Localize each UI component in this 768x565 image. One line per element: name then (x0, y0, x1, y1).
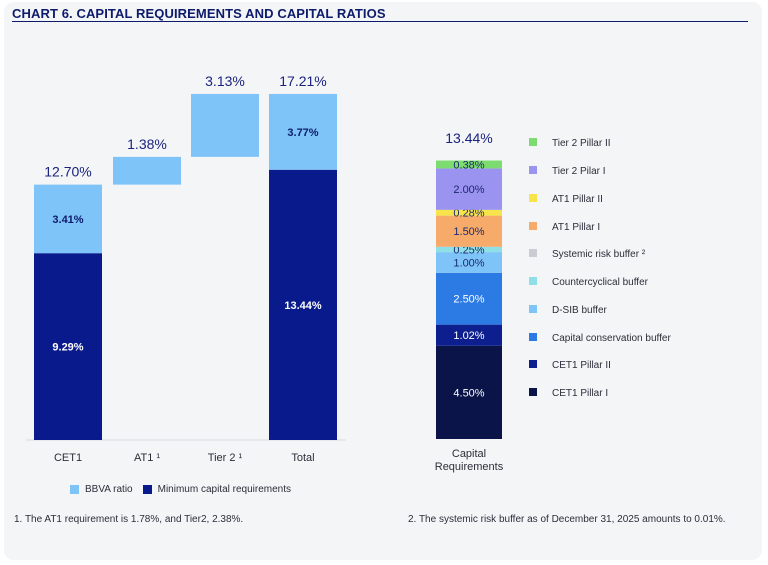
x-tick-capital-requirements-1: Capital (452, 448, 486, 460)
stack-segment-cet1-pillar-ii (436, 324, 502, 346)
stack-legend-label-at1-pillar-i: AT1 Pillar I (552, 222, 600, 233)
stack-label-cet1-pillar-i: 4.50% (453, 387, 484, 399)
stack-segment-cet1-pillar-i (436, 345, 502, 439)
stack-label-countercyclical-buffer: 0.25% (453, 245, 484, 257)
data-label-total-bbva_ratio: 3.77% (287, 127, 318, 139)
stack-legend-swatch-d-sib-buffer (529, 305, 537, 313)
x-tick-cet1: CET1 (54, 452, 82, 464)
legend-label-bbva-ratio: BBVA ratio (85, 484, 133, 495)
bar-cet1-bbva_ratio (34, 184, 102, 254)
stack-legend-swatch-tier-2-pilar-i (529, 166, 537, 174)
bar-total-minimum (269, 169, 337, 441)
stack-legend-swatch-tier-2-pillar-ii (529, 138, 537, 146)
bar-tier-2-bbva_ratio (191, 93, 259, 157)
stack-legend-label-tier-2-pilar-i: Tier 2 Pilar I (552, 166, 606, 177)
stack-label-tier-2-pilar-i: 2.00% (453, 184, 484, 196)
stack-segment-countercyclical-buffer (436, 246, 502, 253)
footnote-1: 1. The AT1 requirement is 1.78%, and Tie… (14, 514, 244, 525)
stack-legend-swatch-systemic-risk-buffer (529, 249, 537, 257)
stack-segment-d-sib-buffer (436, 252, 502, 273)
data-label-cet1-bbva_ratio: 3.41% (52, 214, 83, 226)
stack-segment-tier-2-pilar-i (436, 168, 502, 210)
total-label-tier-2: 3.13% (205, 73, 245, 89)
total-label-cet1: 12.70% (44, 164, 91, 180)
x-tick-total: Total (291, 452, 314, 464)
stack-label-cet1-pillar-ii: 1.02% (453, 330, 484, 342)
stack-legend-swatch-cet1-pillar-ii (529, 360, 537, 368)
chart-title: CHART 6. CAPITAL REQUIREMENTS AND CAPITA… (12, 6, 386, 21)
stack-legend-label-countercyclical-buffer: Countercyclical buffer (552, 277, 649, 288)
stack-label-at1-pillar-ii: 0.28% (453, 208, 484, 220)
stack-segment-at1-pillar-i (436, 215, 502, 247)
x-tick-at1: AT1 ¹ (134, 452, 160, 464)
stack-legend-label-cet1-pillar-ii: CET1 Pillar II (552, 360, 611, 371)
stack-legend-swatch-countercyclical-buffer (529, 277, 537, 285)
bar-at1-bbva_ratio (113, 156, 181, 185)
bar-total-bbva_ratio (269, 93, 337, 170)
stack-label-capital-conservation-buffer: 2.50% (453, 294, 484, 306)
stack-total-label: 13.44% (445, 130, 492, 146)
legend-item-minimum: Minimum capital requirements (142, 484, 292, 495)
stack-label-tier-2-pillar-ii: 0.38% (453, 159, 484, 171)
stack-legend-label-systemic-risk-buffer: Systemic risk buffer ² (552, 249, 646, 260)
legend-swatch-bbva-ratio (70, 485, 79, 494)
total-label-total: 17.21% (279, 73, 326, 89)
stack-legend-label-at1-pillar-ii: AT1 Pillar II (552, 194, 603, 205)
stack-legend-label-d-sib-buffer: D-SIB buffer (552, 305, 608, 316)
legend: BBVA ratio Minimum capital requirements (70, 484, 301, 495)
stack-legend-swatch-at1-pillar-i (529, 222, 537, 230)
stack-legend-label-tier-2-pillar-ii: Tier 2 Pillar II (552, 138, 611, 149)
total-label-at1: 1.38% (127, 136, 167, 152)
stack-label-at1-pillar-i: 1.50% (453, 226, 484, 238)
stack-legend-swatch-at1-pillar-ii (529, 194, 537, 202)
data-label-cet1-minimum: 9.29% (52, 342, 83, 354)
legend-swatch-minimum (142, 485, 152, 494)
stack-segment-at1-pillar-ii (436, 209, 502, 216)
chart-card (4, 2, 762, 560)
stack-legend-swatch-cet1-pillar-i (529, 388, 537, 396)
x-tick-capital-requirements-2: Requirements (435, 461, 504, 473)
legend-item-bbva-ratio: BBVA ratio (70, 484, 133, 495)
stack-legend-label-capital-conservation-buffer: Capital conservation buffer (552, 333, 671, 344)
stack-segment-capital-conservation-buffer (436, 272, 502, 325)
footnote-2: 2. The systemic risk buffer as of Decemb… (408, 514, 726, 525)
stack-label-d-sib-buffer: 1.00% (453, 257, 484, 269)
legend-label-minimum: Minimum capital requirements (157, 484, 292, 495)
stack-legend-label-cet1-pillar-i: CET1 Pillar I (552, 388, 608, 399)
x-tick-tier-2: Tier 2 ¹ (208, 452, 243, 464)
bar-cet1-minimum (34, 253, 102, 440)
stack-legend-swatch-capital-conservation-buffer (529, 333, 537, 341)
data-label-total-minimum: 13.44% (284, 300, 322, 312)
title-rule (12, 21, 748, 22)
stack-segment-tier-2-pillar-ii (436, 160, 502, 169)
